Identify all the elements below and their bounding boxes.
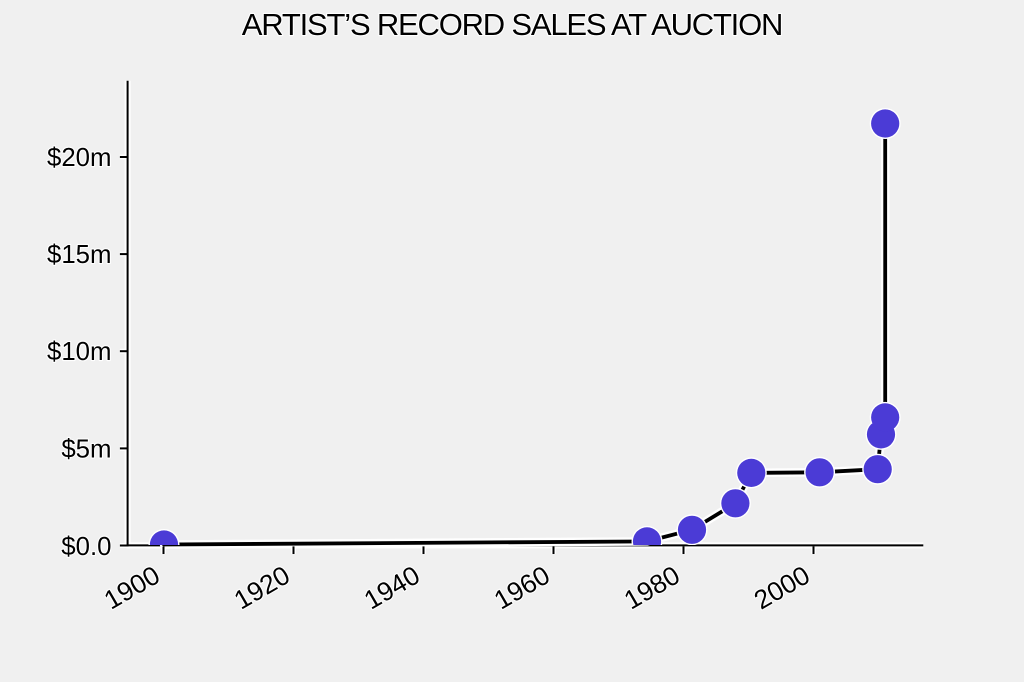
svg-text:$15m: $15m bbox=[47, 241, 112, 269]
svg-text:$5m: $5m bbox=[61, 435, 111, 463]
svg-text:$10m: $10m bbox=[47, 338, 112, 366]
svg-text:ARTIST’S RECORD SALES AT AUCTI: ARTIST’S RECORD SALES AT AUCTION bbox=[242, 7, 782, 42]
svg-text:$0.0: $0.0 bbox=[61, 533, 111, 561]
svg-text:$20m: $20m bbox=[47, 144, 112, 172]
